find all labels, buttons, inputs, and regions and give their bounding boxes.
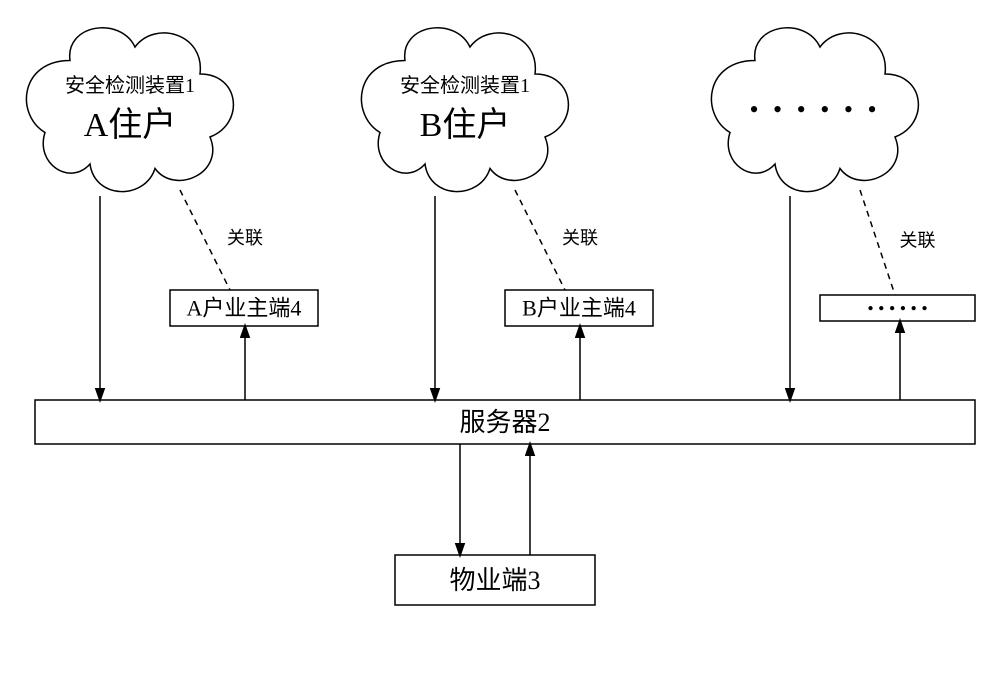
assoc-line-b <box>515 190 565 290</box>
server-label: 服务器2 <box>459 408 550 437</box>
cloud-a-line2: A住户 <box>84 106 177 144</box>
assoc-line-c <box>860 190 895 295</box>
assoc-label-c: 关联 <box>900 231 936 251</box>
owner-a-label: A户业主端4 <box>187 296 302 321</box>
cloud-b-line2: B住户 <box>420 106 511 144</box>
assoc-label-b: 关联 <box>562 228 598 248</box>
owner-c-label: • • • • • • <box>867 298 927 318</box>
assoc-line-a <box>180 190 230 290</box>
property-label: 物业端3 <box>449 566 540 595</box>
cloud-c-text: • • • • • • <box>749 95 880 124</box>
owner-b-label: B户业主端4 <box>522 296 636 321</box>
assoc-label-a: 关联 <box>227 228 263 248</box>
cloud-a-line1: 安全检测装置1 <box>65 74 195 97</box>
cloud-b-line1: 安全检测装置1 <box>400 74 530 97</box>
